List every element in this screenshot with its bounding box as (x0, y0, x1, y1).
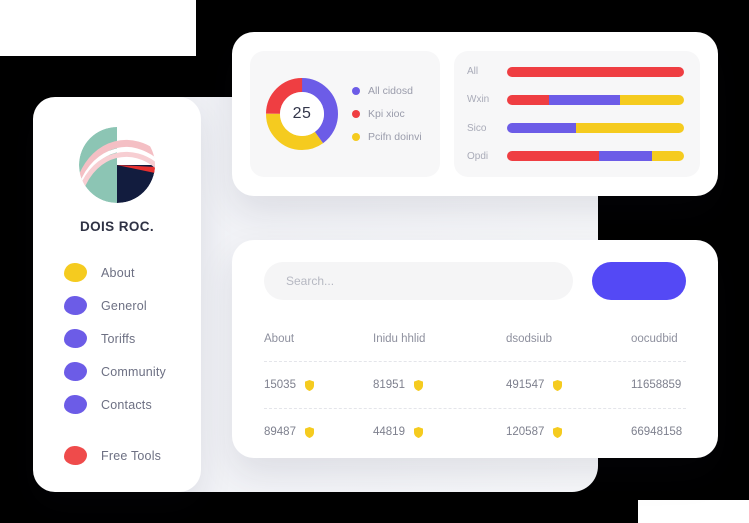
sidebar-item-label: Community (101, 364, 167, 379)
table-row[interactable]: 15035 81951 491547 11658859 (264, 371, 686, 399)
table-body: 15035 81951 491547 11658859 (264, 371, 686, 446)
cell-value: 491547 (506, 379, 545, 391)
bar-row: All (467, 65, 684, 78)
column-header: About (264, 333, 295, 345)
table-cell: 15035 (264, 379, 373, 391)
column-header: oocudbid (631, 333, 678, 345)
bar-segment-purple (507, 123, 577, 134)
bar-label: Sico (467, 122, 487, 134)
bar-segment-yellow (620, 94, 684, 105)
sidebar: DOIS ROC. About Generol Toriffs Communit… (33, 97, 201, 492)
bar-segment-red (507, 151, 600, 162)
blob-icon (64, 296, 87, 315)
bar-segment-red (507, 94, 550, 105)
table-cell: 89487 (264, 426, 373, 438)
table-cell: 120587 (506, 426, 631, 438)
background-block-top-left (0, 0, 196, 56)
shield-badge-icon (553, 426, 563, 438)
blob-icon (64, 446, 87, 465)
bar-segment-yellow (576, 123, 684, 134)
legend-dot-icon (352, 133, 360, 141)
column-header: Inidu hhlid (373, 333, 426, 345)
bar-track (507, 151, 684, 162)
table-row[interactable]: 89487 44819 120587 66948158 (264, 418, 686, 446)
data-table: About Inidu hhlid dsodsiub oocudbid 1503… (264, 326, 686, 446)
bar-segment-red (507, 66, 684, 77)
legend-item: Kpi xioc (352, 108, 422, 120)
cell-value: 81951 (373, 379, 405, 391)
blob-icon (64, 263, 87, 282)
brand-title: DOIS ROC. (79, 219, 155, 234)
table-cell: 81951 (373, 379, 506, 391)
table-cell: 11658859 (631, 379, 686, 391)
sidebar-item-label: Toriffs (101, 331, 136, 346)
blob-icon (64, 395, 87, 414)
bar-track (507, 66, 684, 77)
cell-value: 89487 (264, 426, 296, 438)
shield-badge-icon (304, 379, 314, 391)
table-divider (264, 361, 686, 362)
column-header: dsodsiub (506, 333, 553, 345)
donut-chart-panel: 25 All cidosd Kpi xioc Pcifn doinvi (250, 51, 440, 177)
blob-icon (64, 329, 87, 348)
table-card: About Inidu hhlid dsodsiub oocudbid 1503… (232, 240, 718, 458)
cell-value: 11658859 (631, 379, 682, 391)
stats-card: 25 All cidosd Kpi xioc Pcifn doinvi (232, 32, 718, 196)
sidebar-item-free-tools[interactable]: Free Tools (64, 439, 201, 472)
donut-chart: 25 (266, 78, 338, 150)
sidebar-item-generol[interactable]: Generol (64, 289, 201, 322)
sidebar-nav: About Generol Toriffs Community Contacts (33, 256, 201, 472)
bar-track (507, 123, 684, 134)
sidebar-item-about[interactable]: About (64, 256, 201, 289)
search-button[interactable] (592, 262, 686, 300)
legend-item: All cidosd (352, 85, 422, 97)
logo-wrap (33, 123, 201, 207)
bar-segment-purple (549, 94, 621, 105)
sidebar-item-label: Free Tools (101, 448, 162, 463)
legend-label: All cidosd (368, 85, 413, 97)
sidebar-item-label: Contacts (101, 397, 152, 412)
bar-track (507, 94, 684, 105)
table-divider (264, 408, 686, 409)
sidebar-item-community[interactable]: Community (64, 355, 201, 388)
abstract-circle-logo-icon (75, 123, 159, 207)
table-header-row: About Inidu hhlid dsodsiub oocudbid (264, 326, 686, 352)
cell-value: 44819 (373, 426, 405, 438)
search-row (264, 262, 686, 300)
search-input[interactable] (264, 262, 573, 300)
cell-value: 15035 (264, 379, 296, 391)
shield-badge-icon (413, 379, 423, 391)
sidebar-item-label: About (101, 265, 135, 280)
shield-badge-icon (553, 379, 563, 391)
legend-label: Pcifn doinvi (368, 131, 422, 143)
donut-center-value: 25 (280, 92, 324, 136)
bar-row: Wxin (467, 93, 684, 106)
sidebar-item-label: Generol (101, 298, 147, 313)
shield-badge-icon (304, 426, 314, 438)
legend-item: Pcifn doinvi (352, 131, 422, 143)
background-block-bottom-right (638, 500, 749, 523)
cell-value: 120587 (506, 426, 545, 438)
bar-chart-panel: All Wxin Sico (454, 51, 700, 177)
sidebar-item-toriffs[interactable]: Toriffs (64, 322, 201, 355)
legend-dot-icon (352, 110, 360, 118)
bar-segment-purple (599, 151, 653, 162)
bar-label: Wxin (467, 94, 490, 106)
legend-label: Kpi xioc (368, 108, 405, 120)
blob-icon (64, 362, 87, 381)
sidebar-item-contacts[interactable]: Contacts (64, 388, 201, 421)
table-cell: 491547 (506, 379, 631, 391)
bar-segment-yellow (652, 151, 684, 162)
cell-value: 66948158 (631, 426, 683, 438)
bar-label: All (467, 66, 479, 77)
bar-row: Sico (467, 122, 684, 135)
table-cell: 44819 (373, 426, 506, 438)
donut-legend: All cidosd Kpi xioc Pcifn doinvi (352, 85, 422, 143)
legend-dot-icon (352, 87, 360, 95)
shield-badge-icon (413, 426, 423, 438)
bar-label: Opdi (467, 150, 489, 162)
bar-row: Opdi (467, 150, 684, 163)
table-cell: 66948158 (631, 426, 686, 438)
